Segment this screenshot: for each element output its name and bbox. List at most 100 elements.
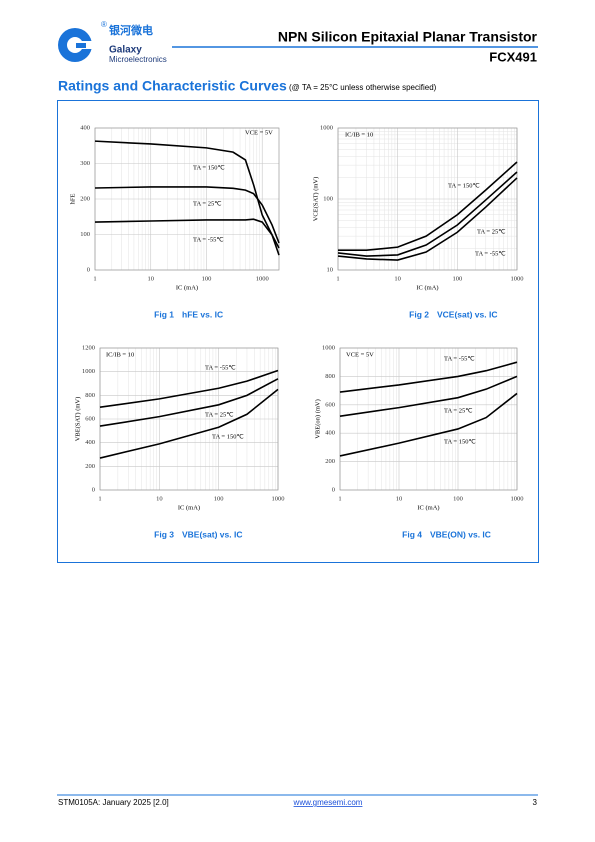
series-line xyxy=(94,186,280,244)
series-label: TA = 150℃ xyxy=(448,182,480,189)
y-tick-label: 1200 xyxy=(82,344,95,351)
x-tick-label: 10 xyxy=(147,275,154,282)
company: Galaxy xyxy=(109,45,142,56)
y-axis-label: VBE(on) (mV) xyxy=(314,399,321,439)
figure-number: Fig 3 xyxy=(154,529,174,539)
y-tick-label: 600 xyxy=(85,415,95,422)
footer-doc: STM0105A: January 2025 [2.0] xyxy=(58,798,169,807)
y-tick-label: 1000 xyxy=(322,344,335,351)
figure-title: VBE(ON) vs. IC xyxy=(430,529,491,539)
series-label: TA = 25℃ xyxy=(477,228,506,235)
x-tick-label: 1000 xyxy=(511,495,524,502)
x-axis-label: IC (mA) xyxy=(417,504,439,511)
series-label: TA = 25℃ xyxy=(205,411,234,418)
x-tick-label: 100 xyxy=(453,495,463,502)
plot-frame xyxy=(99,347,279,491)
series-line xyxy=(339,361,518,393)
y-tick-label: 100 xyxy=(80,231,90,238)
series-label: TA = -55℃ xyxy=(193,236,224,243)
series-line xyxy=(339,392,518,457)
y-tick-label: 200 xyxy=(85,463,95,470)
company-sub: Microelectronics xyxy=(109,55,167,64)
series-line xyxy=(337,171,518,257)
series-label: TA = 150℃ xyxy=(212,433,244,440)
series-label: TA = 25℃ xyxy=(444,407,473,414)
y-tick-label: 10 xyxy=(327,266,334,273)
y-axis-label: VBE(SAT) (mV) xyxy=(74,397,81,442)
y-tick-label: 0 xyxy=(87,266,90,273)
series-line xyxy=(99,388,279,459)
series-label: TA = 25℃ xyxy=(193,200,222,207)
x-tick-label: 1000 xyxy=(256,275,269,282)
svg-text:®: ® xyxy=(101,20,107,29)
section-condition: (@ TA = 25°C unless otherwise specified) xyxy=(289,83,437,92)
figure-frame xyxy=(57,100,539,563)
series-label: TA = -55℃ xyxy=(205,364,236,371)
footer-url[interactable]: www.gmesemi.com xyxy=(293,798,363,807)
y-tick-label: 400 xyxy=(80,124,90,131)
series-label: TA = -55℃ xyxy=(475,250,506,257)
footer-page: 3 xyxy=(533,798,538,807)
x-tick-label: 100 xyxy=(214,495,224,502)
series-line xyxy=(99,369,279,408)
y-tick-label: 1000 xyxy=(82,368,95,375)
x-axis-label: IC (mA) xyxy=(178,504,200,511)
y-tick-label: 200 xyxy=(80,195,90,202)
y-tick-label: 400 xyxy=(85,439,95,446)
y-axis-label: hFE xyxy=(69,194,76,205)
figure-number: Fig 1 xyxy=(154,309,174,319)
annotation: VCE = 5V xyxy=(346,351,374,358)
x-axis-label: IC (mA) xyxy=(416,284,438,291)
annotation: VCE = 5V xyxy=(245,129,273,136)
plot-frame xyxy=(339,347,518,491)
part-number: FCX491 xyxy=(489,49,537,64)
y-tick-label: 1000 xyxy=(320,124,333,131)
x-tick-label: 1000 xyxy=(272,495,285,502)
y-tick-label: 100 xyxy=(323,195,333,202)
figure-number: Fig 4 xyxy=(402,529,422,539)
y-tick-label: 800 xyxy=(85,392,95,399)
x-axis-label: IC (mA) xyxy=(176,284,198,291)
y-tick-label: 200 xyxy=(325,458,335,465)
x-tick-label: 10 xyxy=(396,495,403,502)
series-line xyxy=(99,378,279,427)
y-tick-label: 800 xyxy=(325,373,335,380)
x-tick-label: 1 xyxy=(336,275,339,282)
x-tick-label: 10 xyxy=(394,275,401,282)
doc-title: NPN Silicon Epitaxial Planar Transistor xyxy=(278,29,538,45)
series-line xyxy=(338,161,518,252)
y-axis-label: VCE(SAT) (mV) xyxy=(312,177,319,222)
logo: ® xyxy=(58,20,107,62)
series-label: TA = 150℃ xyxy=(444,438,476,445)
x-tick-label: 1 xyxy=(98,495,101,502)
figure-number: Fig 2 xyxy=(409,309,429,319)
x-tick-label: 10 xyxy=(156,495,163,502)
x-tick-label: 100 xyxy=(452,275,462,282)
y-tick-label: 0 xyxy=(92,486,95,493)
section-title: Ratings and Characteristic Curves xyxy=(58,78,287,94)
y-tick-label: 600 xyxy=(325,401,335,408)
x-tick-label: 100 xyxy=(202,275,212,282)
annotation: IC/IB = 10 xyxy=(345,131,373,138)
x-tick-label: 1 xyxy=(93,275,96,282)
x-tick-label: 1 xyxy=(338,495,341,502)
y-tick-label: 400 xyxy=(325,430,335,437)
series-line xyxy=(94,218,280,256)
series-label: TA = 150℃ xyxy=(193,164,225,171)
series-line xyxy=(339,375,518,417)
y-tick-label: 0 xyxy=(332,486,335,493)
figure-title: VBE(sat) vs. IC xyxy=(182,529,242,539)
series-line xyxy=(94,140,280,249)
y-tick-label: 300 xyxy=(80,160,90,167)
annotation: IC/IB = 10 xyxy=(106,351,134,358)
plot-frame xyxy=(337,127,518,271)
figure-title: VCE(sat) vs. IC xyxy=(437,309,497,319)
series-label: TA = -55℃ xyxy=(444,355,475,362)
figure-title: hFE vs. IC xyxy=(182,309,223,319)
plot-frame xyxy=(94,127,280,271)
company-cn: 银河微电 xyxy=(109,23,153,37)
x-tick-label: 1000 xyxy=(511,275,524,282)
